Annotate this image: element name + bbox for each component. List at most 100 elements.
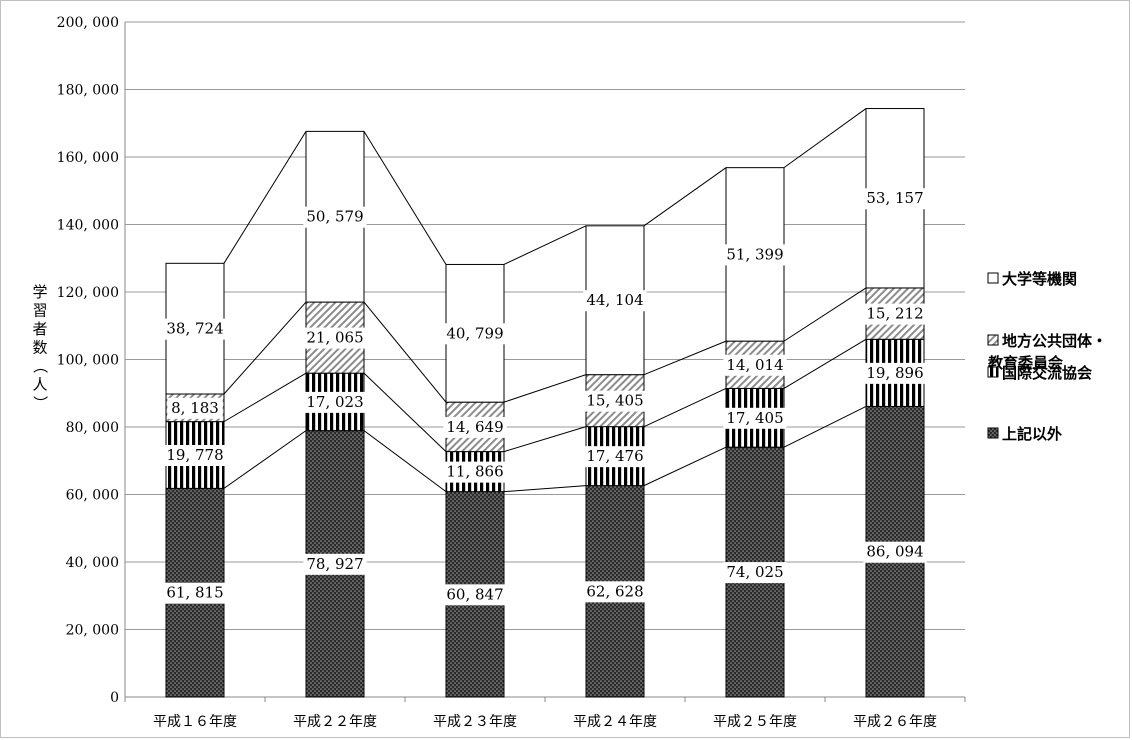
y-tick-label: 40, 000 — [66, 555, 119, 571]
y-tick-label: 160, 000 — [57, 150, 119, 166]
y-tick-label: 100, 000 — [57, 353, 119, 369]
legend-label-2: 国際交流協会 — [1002, 364, 1092, 382]
series-line-2 — [223, 372, 307, 423]
data-label-bg — [583, 581, 647, 603]
series-line-2 — [783, 338, 867, 389]
series-line-1 — [223, 430, 307, 489]
data-label-bg — [443, 416, 507, 438]
legend-swatch-3 — [987, 334, 999, 346]
y-tick-label: 140, 000 — [57, 218, 119, 234]
series-line-1 — [363, 430, 447, 493]
legend-label-4: 大学等機関 — [1002, 270, 1077, 288]
series-line-3 — [363, 301, 447, 403]
series-line-4 — [223, 131, 307, 264]
data-label-s3-5: 14, 014 — [726, 356, 783, 374]
data-label-bg — [863, 303, 927, 325]
data-label-bg — [443, 461, 507, 483]
y-tick-label: 0 — [110, 690, 119, 706]
data-label-s2-2: 17, 023 — [306, 393, 363, 411]
data-label-s4-3: 40, 799 — [446, 324, 503, 342]
y-tick-label: 180, 000 — [57, 83, 119, 99]
series-line-2 — [503, 426, 587, 453]
data-label-s3-1: 8, 183 — [171, 399, 219, 417]
y-axis-label-char: （ — [31, 358, 49, 373]
data-label-bg — [167, 397, 223, 419]
data-label-bg — [163, 582, 227, 604]
data-label-bg — [163, 318, 227, 340]
data-label-bg — [583, 446, 647, 468]
legend-label-1: 上記以外 — [1002, 425, 1062, 443]
data-label-s2-4: 17, 476 — [586, 447, 643, 465]
data-label-bg — [303, 391, 367, 413]
data-label-s3-2: 21, 065 — [306, 329, 363, 347]
legend-swatch-1 — [987, 427, 999, 439]
data-label-s1-1: 61, 815 — [166, 584, 223, 602]
data-label-bg — [303, 553, 367, 575]
series-line-4 — [783, 108, 867, 169]
y-axis-label-char: 人 — [32, 376, 47, 394]
y-axis-label-char: 学 — [32, 283, 47, 301]
data-label-bg — [723, 562, 787, 584]
series-line-4 — [643, 167, 727, 227]
data-label-bg — [303, 327, 367, 349]
series-line-3 — [783, 287, 867, 342]
data-label-s2-1: 19, 778 — [166, 446, 223, 464]
data-label-bg — [863, 188, 927, 210]
y-tick-label: 20, 000 — [66, 623, 119, 639]
y-axis-label-char: ） — [31, 395, 49, 410]
data-label-bg — [583, 290, 647, 312]
data-label-bg — [583, 390, 647, 412]
legend-label-3: 教育委員会 — [987, 354, 1063, 372]
x-tick-label: 平成２６年度 — [853, 714, 937, 730]
data-label-s4-6: 53, 157 — [866, 189, 923, 207]
series-line-4 — [503, 225, 587, 265]
y-tick-label: 80, 000 — [66, 420, 119, 436]
data-label-s3-4: 15, 405 — [586, 392, 643, 410]
data-label-bg — [863, 362, 927, 384]
data-label-s3-3: 14, 649 — [446, 418, 503, 436]
legend-swatch-4 — [987, 272, 999, 284]
data-label-bg — [163, 444, 227, 466]
data-label-s1-4: 62, 628 — [586, 582, 643, 600]
x-tick-label: 平成２５年度 — [713, 714, 797, 730]
y-axis-label-char: 数 — [32, 339, 47, 357]
legend-label-3: 地方公共団体・ — [1002, 332, 1107, 350]
data-label-s4-4: 44, 104 — [586, 291, 643, 309]
data-label-s4-5: 51, 399 — [726, 245, 783, 263]
series-line-2 — [363, 372, 447, 452]
series-line-2 — [643, 387, 727, 428]
data-label-bg — [443, 584, 507, 606]
series-line-1 — [643, 446, 727, 487]
data-label-s2-6: 19, 896 — [866, 364, 923, 382]
data-label-s1-5: 74, 025 — [726, 563, 783, 581]
data-label-s3-6: 15, 212 — [866, 305, 923, 323]
y-tick-label: 120, 000 — [57, 285, 119, 301]
x-tick-label: 平成２４年度 — [573, 714, 657, 730]
data-label-s1-2: 78, 927 — [306, 555, 363, 573]
series-line-3 — [503, 374, 587, 403]
y-tick-label: 200, 000 — [57, 15, 119, 31]
data-label-s1-6: 86, 094 — [866, 543, 923, 561]
x-tick-label: 平成２２年度 — [293, 714, 377, 730]
series-line-4 — [363, 131, 447, 265]
data-label-s1-3: 60, 847 — [446, 585, 503, 603]
data-label-s2-5: 17, 405 — [726, 409, 783, 427]
data-label-bg — [723, 244, 787, 266]
data-label-bg — [723, 407, 787, 429]
data-label-bg — [723, 354, 787, 376]
series-line-3 — [223, 301, 307, 395]
x-tick-label: 平成１６年度 — [153, 714, 237, 730]
series-line-1 — [783, 405, 867, 448]
x-tick-label: 平成２３年度 — [433, 714, 517, 730]
data-label-bg — [443, 323, 507, 345]
series-line-3 — [643, 340, 727, 376]
series-line-1 — [503, 485, 587, 493]
y-axis-label-char: 習 — [32, 302, 47, 320]
y-tick-label: 60, 000 — [66, 488, 119, 504]
data-label-bg — [863, 541, 927, 563]
data-label-s4-2: 50, 579 — [306, 208, 363, 226]
